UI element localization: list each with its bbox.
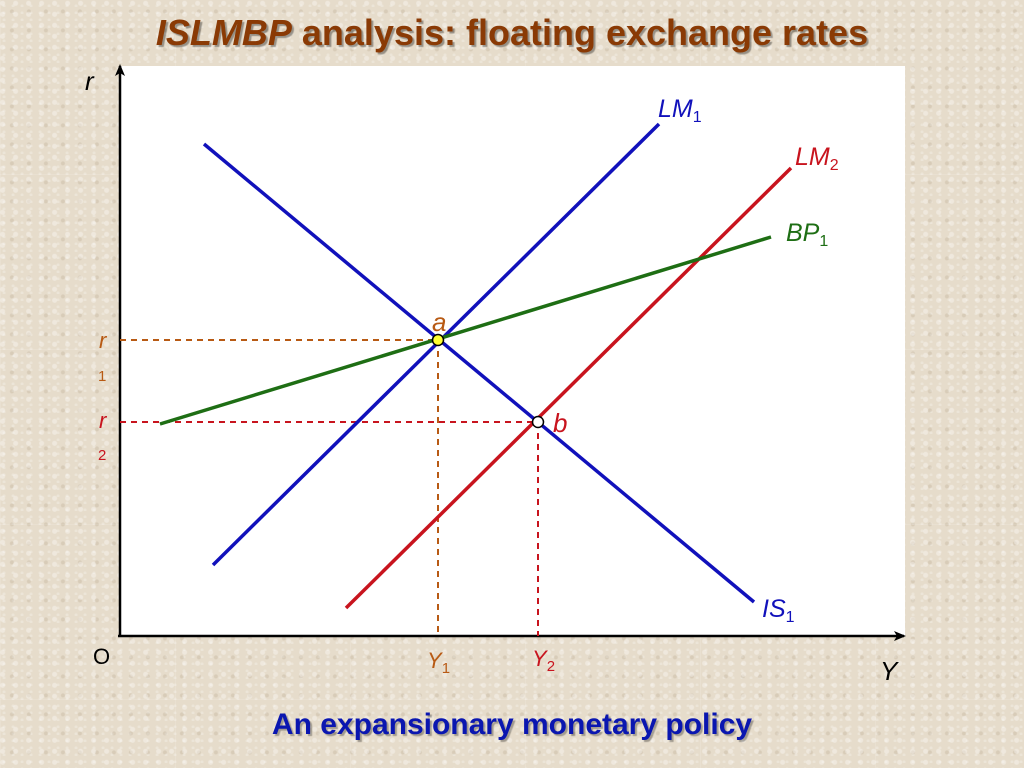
- page-title: ISLMBP analysis: floating exchange rates: [0, 12, 1024, 54]
- diagram-panel: [120, 66, 905, 636]
- caption: An expansionary monetary policy: [271, 708, 753, 741]
- tick-label-y2: Y2: [532, 646, 555, 675]
- axis-label-y: Y: [880, 656, 899, 686]
- origin-label: O: [93, 644, 110, 669]
- curve-is1: [202, 142, 756, 604]
- curve-lm2: [344, 166, 793, 610]
- title-rest: analysis: floating exchange rates: [291, 12, 869, 53]
- tick-label-r1-main: r: [99, 328, 108, 353]
- tick-label-y1: Y1: [427, 648, 450, 677]
- axis-label-r: r: [85, 66, 95, 96]
- tick-label-r2-main: r: [99, 408, 108, 433]
- label-lm2: LM2: [795, 143, 839, 174]
- curve-bp1: [159, 235, 772, 426]
- label-bp1: BP1: [786, 219, 828, 250]
- label-point-b: b: [553, 408, 567, 438]
- tick-label-r1-sub: 1: [98, 368, 106, 385]
- point-b: [531, 415, 545, 429]
- label-is1: IS1: [762, 595, 795, 626]
- label-point-a: a: [432, 307, 446, 337]
- point-a: [431, 333, 445, 347]
- label-lm1: LM1: [658, 95, 702, 126]
- tick-label-r2-sub: 2: [98, 447, 106, 464]
- title-italic: ISLMBP: [155, 12, 292, 53]
